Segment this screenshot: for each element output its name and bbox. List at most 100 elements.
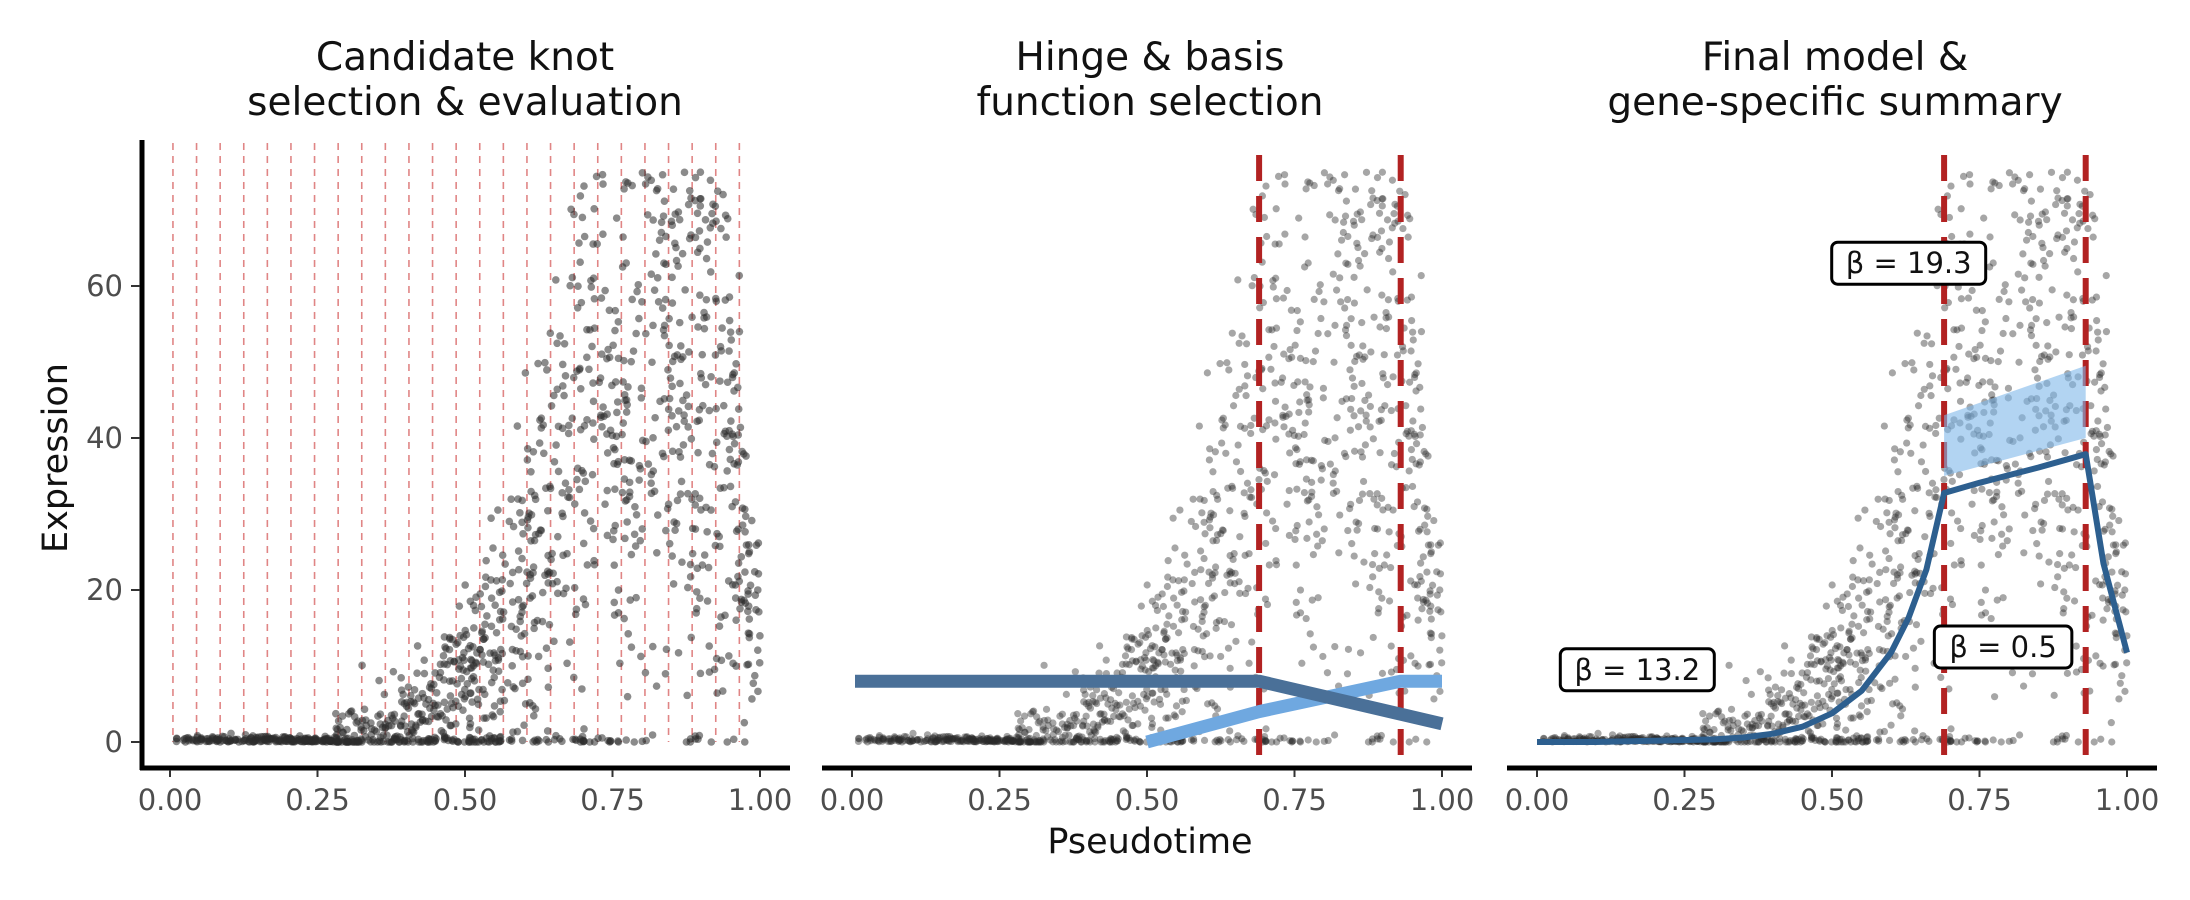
data-point: [618, 488, 627, 497]
data-point: [1847, 738, 1855, 746]
data-point: [1000, 737, 1008, 745]
data-point: [1004, 738, 1013, 746]
data-point: [1762, 738, 1770, 746]
data-point: [1163, 620, 1171, 628]
data-point: [1261, 469, 1269, 477]
data-point: [1172, 702, 1181, 710]
data-point: [1846, 635, 1855, 643]
data-point: [1902, 737, 1910, 745]
data-point: [2060, 564, 2068, 572]
data-point: [1788, 717, 1797, 725]
data-point: [2027, 332, 2036, 340]
data-point: [425, 736, 434, 744]
data-point: [894, 735, 902, 743]
data-point: [1201, 653, 1209, 661]
data-point: [1801, 701, 1809, 709]
data-point: [745, 615, 754, 623]
data-point: [1729, 716, 1737, 724]
data-point: [1427, 630, 1436, 638]
data-point: [1373, 174, 1382, 182]
data-point: [1863, 733, 1872, 741]
data-point: [2084, 347, 2092, 355]
data-point: [1282, 412, 1290, 420]
data-point: [496, 645, 505, 654]
data-point: [597, 413, 605, 422]
data-point: [1411, 370, 1419, 379]
data-point: [1896, 448, 1904, 456]
data-point: [657, 218, 666, 227]
data-point: [2101, 458, 2109, 466]
data-point: [677, 342, 685, 350]
data-point: [730, 439, 739, 448]
data-point: [1148, 689, 1156, 697]
data-point: [404, 683, 413, 691]
data-point: [1426, 587, 1434, 595]
data-point: [2002, 462, 2010, 470]
data-point: [1057, 737, 1065, 745]
data-point: [621, 497, 630, 505]
data-point: [730, 387, 738, 395]
data-point: [2058, 735, 2067, 743]
data-point: [1169, 622, 1178, 630]
x-tick-label: 0.25: [1652, 783, 1717, 817]
data-point: [414, 710, 422, 718]
data-point: [1040, 716, 1048, 725]
data-point: [744, 549, 753, 558]
data-point: [1268, 738, 1276, 746]
data-point: [1033, 713, 1041, 721]
data-point: [264, 732, 272, 741]
data-point: [558, 360, 567, 369]
data-point: [1793, 738, 1801, 746]
data-point: [979, 737, 987, 746]
data-point: [1718, 713, 1726, 721]
data-point: [719, 401, 728, 410]
data-point: [2019, 250, 2027, 258]
data-point: [1178, 697, 1186, 705]
data-point: [1851, 738, 1859, 746]
data-point: [1834, 689, 1842, 697]
data-point: [1342, 259, 1350, 267]
data-point: [1211, 448, 1219, 456]
data-point: [548, 549, 556, 558]
data-point: [1705, 712, 1714, 720]
data-point: [2106, 521, 2114, 529]
data-point: [1754, 721, 1763, 730]
data-point: [1355, 496, 1364, 505]
data-point: [1893, 699, 1901, 707]
data-point: [1271, 379, 1279, 387]
data-point: [1044, 716, 1052, 724]
data-point: [693, 209, 702, 218]
data-point: [647, 270, 656, 279]
data-point: [1214, 495, 1222, 503]
data-point: [1137, 656, 1145, 664]
data-point: [561, 372, 570, 380]
data-point: [1876, 683, 1884, 691]
data-point: [1160, 627, 1168, 635]
data-point: [1436, 539, 1444, 547]
data-point: [1978, 326, 1986, 335]
data-point: [1269, 283, 1277, 291]
data-point: [1816, 737, 1824, 745]
data-point: [1898, 736, 1906, 744]
data-point: [565, 638, 574, 646]
data-point: [1992, 492, 2001, 501]
panel-2-title-line1: Hinge & basis: [1016, 35, 1285, 80]
data-point: [1102, 656, 1110, 664]
data-point: [670, 518, 678, 526]
data-point: [1849, 734, 1858, 742]
data-point: [1049, 719, 1057, 727]
data-point: [1113, 737, 1121, 745]
data-point: [2108, 528, 2116, 536]
data-point: [1990, 496, 1998, 504]
data-point: [2109, 452, 2117, 460]
data-point: [711, 541, 720, 550]
data-point: [1742, 676, 1750, 685]
data-point: [576, 258, 584, 267]
data-point: [1813, 692, 1821, 700]
data-point: [923, 736, 931, 745]
data-point: [1424, 512, 1432, 520]
data-point: [654, 298, 663, 306]
data-point: [1324, 180, 1332, 188]
data-point: [2070, 597, 2079, 605]
beta-label-box-1: [1558, 647, 1716, 693]
